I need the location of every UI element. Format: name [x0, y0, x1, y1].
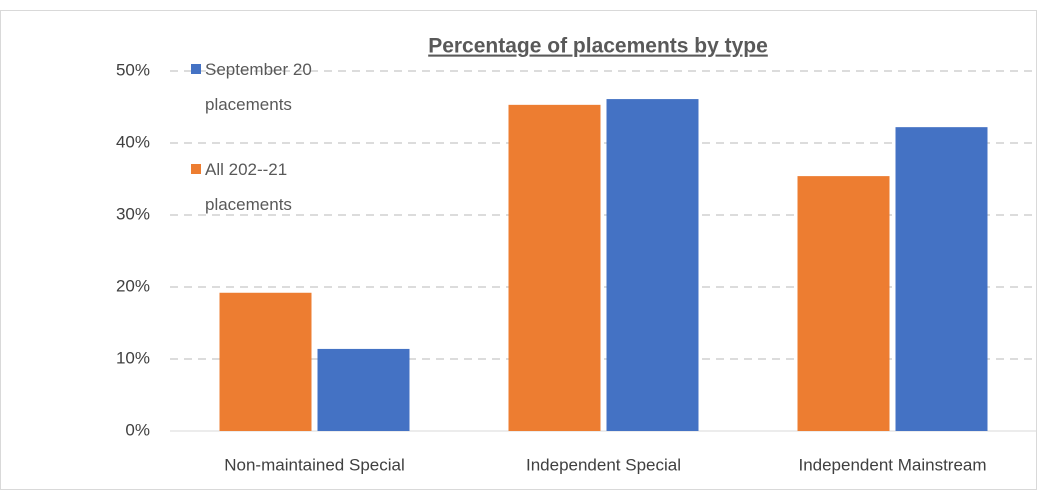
bar [317, 348, 410, 431]
bar [606, 99, 699, 431]
bar [797, 176, 890, 431]
x-tick-label: Independent Mainstream [798, 455, 986, 474]
x-tick-label: Non-maintained Special [224, 455, 405, 474]
x-tick-label: Independent Special [526, 455, 681, 474]
y-tick-label: 0% [125, 420, 150, 439]
y-tick-label: 30% [116, 204, 150, 223]
y-tick-label: 20% [116, 276, 150, 295]
chart-title: Percentage of placements by type [428, 35, 768, 58]
y-tick-label: 40% [116, 132, 150, 151]
legend-label: September 20 placements [205, 60, 312, 114]
legend-item: September 20 placements [191, 52, 335, 122]
legend-label: All 202--21 placements [205, 160, 292, 214]
legend-item: All 202--21 placements [191, 152, 335, 222]
y-tick-label: 10% [116, 348, 150, 367]
y-tick-label: 50% [116, 60, 150, 79]
legend-swatch [191, 164, 201, 174]
bar [219, 292, 312, 431]
bar [895, 127, 988, 431]
legend-swatch [191, 64, 201, 74]
bar [508, 104, 601, 431]
